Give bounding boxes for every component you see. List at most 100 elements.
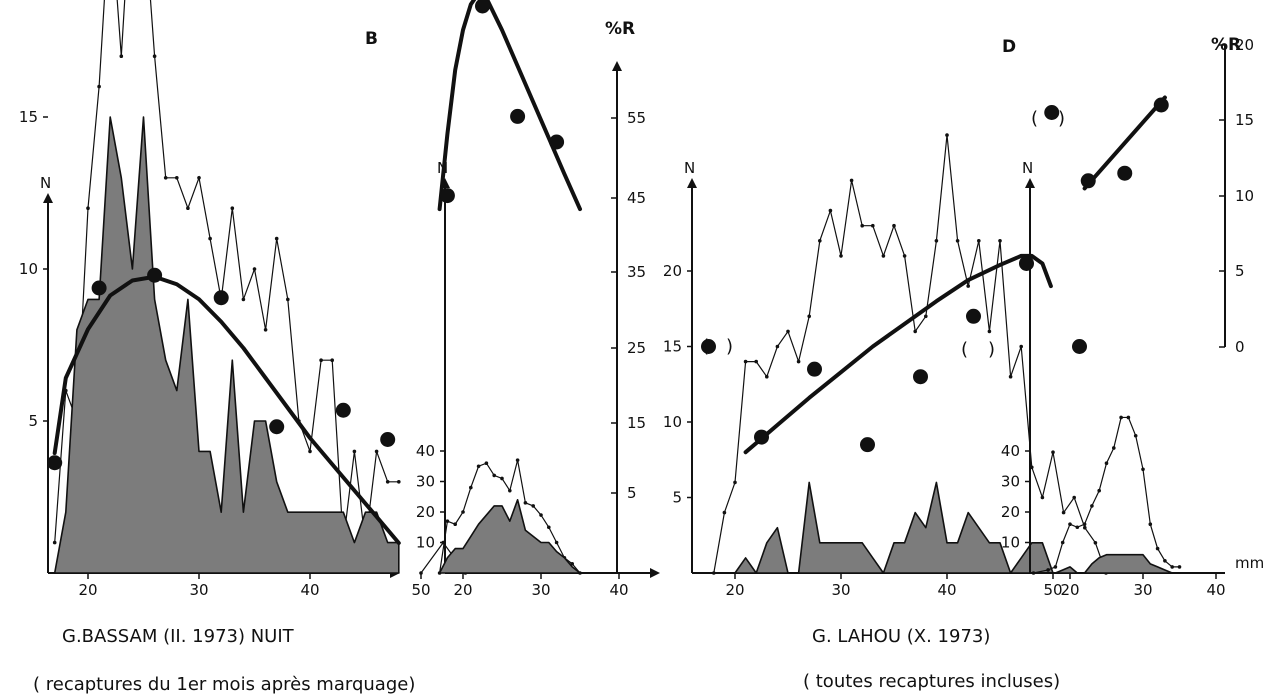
y-tick-label: 20	[663, 262, 682, 280]
filled-series-area	[1054, 553, 1181, 574]
chart-panels: N203040505101520N20304010203040%R5152535…	[19, 0, 1264, 599]
recapture-point	[807, 361, 822, 377]
count-point	[374, 449, 379, 454]
recapture-trend-curve	[1082, 95, 1167, 191]
recapture-trend-curve	[52, 274, 401, 545]
y-tick-label: 30	[416, 473, 435, 491]
x-tick-label: 30	[831, 581, 850, 599]
count-point	[515, 458, 520, 462]
count-point	[500, 476, 504, 481]
count-point	[945, 133, 949, 137]
count-point	[492, 473, 497, 478]
x-tick-label: 40	[300, 581, 319, 599]
count-point	[419, 571, 423, 575]
count-point	[1082, 522, 1087, 526]
count-point	[818, 239, 822, 243]
y-tick-label: 10	[1001, 534, 1020, 552]
y-tick-label: 40	[416, 442, 435, 460]
caption-left-subtitle: ( recaptures du 1er mois après marquage)	[33, 674, 415, 695]
panel-letter-d: D	[1002, 37, 1016, 57]
count-point	[397, 480, 401, 484]
recapture-point	[147, 267, 163, 283]
count-point	[1126, 415, 1131, 420]
count-point	[539, 513, 543, 517]
y-tick-label: 40	[1001, 442, 1020, 460]
chart-panel-a: N 20 30 40 50 5 10 15 20	[19, 0, 468, 599]
count-point	[1068, 522, 1072, 526]
close-paren: )	[988, 339, 995, 360]
count-point	[86, 206, 90, 210]
caption-right-title: G. LAHOU (X. 1973)	[812, 626, 990, 647]
chart-panel-c: N 20 30 40 50 5 10 15 20	[663, 133, 1117, 599]
count-point	[796, 359, 801, 364]
count-point	[1163, 559, 1167, 563]
count-point	[1019, 344, 1023, 349]
y-tick-label: 15	[19, 108, 38, 126]
count-point	[977, 239, 981, 243]
x-tick-label: 20	[78, 581, 97, 599]
open-paren: (	[1031, 108, 1038, 129]
count-point	[119, 54, 124, 58]
count-point	[733, 480, 737, 485]
count-point	[881, 254, 886, 258]
count-point	[445, 519, 450, 523]
recapture-point	[701, 339, 716, 354]
recapture-point	[1117, 165, 1133, 181]
x-tick-label: 50	[1043, 581, 1062, 599]
r-axis-label: %R	[1211, 35, 1241, 55]
x-tick-label: 20	[453, 581, 472, 599]
count-point	[469, 485, 473, 490]
count-point	[1097, 488, 1101, 493]
r-tick-label: 35	[627, 263, 646, 281]
close-paren: )	[726, 336, 733, 357]
count-point	[722, 510, 727, 515]
count-point	[1104, 461, 1109, 466]
count-point	[241, 297, 246, 302]
count-point	[902, 254, 907, 258]
filled-series-area	[438, 498, 581, 574]
recapture-point	[1072, 339, 1087, 354]
count-point	[1051, 450, 1055, 455]
count-series-line	[1033, 416, 1180, 574]
count-point	[263, 328, 268, 332]
recapture-point	[335, 402, 351, 418]
y-tick-label: 10	[416, 534, 435, 552]
x-tick-label: 20	[1060, 581, 1079, 599]
count-series-line	[713, 135, 1107, 574]
x-tick-label: 30	[531, 581, 550, 599]
count-point	[330, 358, 335, 363]
count-point	[1040, 495, 1045, 500]
r-tick-label: 20	[1235, 36, 1254, 54]
open-paren: (	[961, 339, 968, 360]
y-axis-label: N	[684, 159, 695, 177]
y-tick-label: 30	[1001, 473, 1020, 491]
y-tick-label: 15	[663, 338, 682, 356]
recapture-point	[439, 188, 455, 204]
r-tick-label: 45	[627, 189, 646, 207]
count-point	[807, 314, 811, 319]
recapture-point	[1019, 255, 1034, 271]
y-tick-label: 20	[416, 503, 435, 521]
y-tick-label: 5	[28, 412, 38, 430]
count-point	[1141, 467, 1145, 472]
count-point	[775, 344, 780, 349]
caption-left-title: G.BASSAM (II. 1973) NUIT	[62, 626, 295, 647]
count-point	[839, 254, 843, 258]
count-point	[1093, 541, 1098, 545]
r-axis-label: %R	[605, 19, 635, 39]
x-tick-label: 40	[937, 581, 956, 599]
r-tick-label: 15	[1235, 111, 1254, 129]
count-point	[230, 206, 235, 210]
count-point	[508, 488, 512, 493]
close-paren: )	[1058, 108, 1065, 129]
count-point	[934, 239, 939, 243]
count-point	[998, 239, 1002, 243]
count-point	[308, 449, 312, 454]
count-point	[913, 329, 917, 334]
count-point	[1148, 522, 1153, 526]
open-paren: (	[702, 336, 709, 357]
recapture-point	[91, 280, 107, 296]
count-point	[1046, 568, 1050, 572]
recapture-point	[213, 290, 229, 306]
r-tick-label: 55	[627, 109, 646, 127]
